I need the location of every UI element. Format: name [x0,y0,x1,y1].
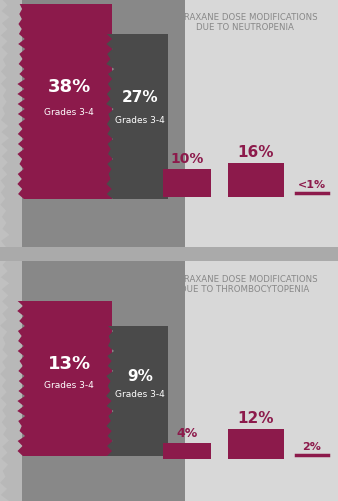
Polygon shape [17,5,112,199]
Text: Grades 3-4: Grades 3-4 [115,389,165,398]
Bar [155,0,338,247]
Text: 4%: 4% [176,426,198,439]
Bar [0,0,18,501]
Text: 10%: 10% [170,152,204,166]
Bar [228,429,284,459]
Polygon shape [106,35,168,199]
Text: 13%: 13% [48,354,91,372]
Bar [163,443,211,459]
Text: ABRAXANE DOSE MODIFICATIONS: ABRAXANE DOSE MODIFICATIONS [172,14,318,23]
Text: 38%: 38% [48,78,91,96]
Text: DUE TO THROMBOCYTOPENIA: DUE TO THROMBOCYTOPENIA [180,285,310,294]
Polygon shape [0,0,22,501]
Text: Grades 3-4: Grades 3-4 [44,108,94,117]
Bar [163,170,211,197]
Text: 16%: 16% [238,145,274,160]
Text: 9%: 9% [127,368,153,383]
Bar [0,0,185,247]
Polygon shape [106,326,168,456]
Polygon shape [17,302,112,456]
Bar [228,164,284,197]
Bar [0,262,185,501]
Bar [0,247,338,262]
Text: 2%: 2% [303,441,321,451]
Text: Grades 3-4: Grades 3-4 [115,116,165,125]
Text: 12%: 12% [238,410,274,425]
Bar [155,262,338,501]
Text: ABRAXANE DOSE MODIFICATIONS: ABRAXANE DOSE MODIFICATIONS [172,275,318,284]
Text: <1%: <1% [298,180,326,189]
Text: DUE TO NEUTROPENIA: DUE TO NEUTROPENIA [196,24,294,33]
Text: 27%: 27% [122,90,159,105]
Text: Grades 3-4: Grades 3-4 [44,380,94,389]
